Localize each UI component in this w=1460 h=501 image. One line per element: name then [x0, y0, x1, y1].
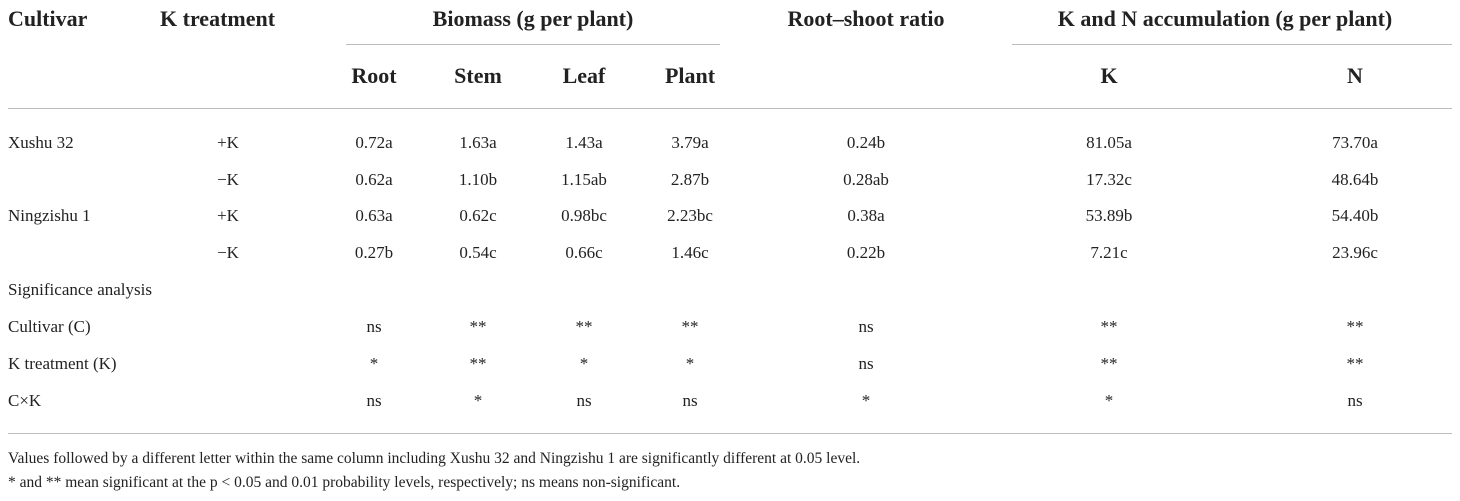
- cell-leaf: **: [575, 317, 593, 336]
- cell-stem: 0.54c: [459, 243, 497, 262]
- cell-k: 53.89b: [1085, 206, 1133, 225]
- cell-root: *: [369, 354, 379, 373]
- header-k-treatment: K treatment: [160, 6, 276, 31]
- cell-stem: 0.62c: [459, 206, 497, 225]
- cell-leaf: *: [579, 354, 589, 373]
- cell-ratio: 0.24b: [846, 133, 886, 152]
- footnote: Values followed by a different letter wi…: [8, 450, 861, 467]
- cell-cultivar: Xushu 32: [8, 133, 74, 152]
- cell-ratio: ns: [858, 354, 874, 373]
- cell-plant: ns: [682, 391, 698, 410]
- header-cultivar: Cultivar: [8, 6, 88, 31]
- cell-k: *: [1104, 391, 1114, 410]
- cell-plant: **: [681, 317, 699, 336]
- header-leaf: Leaf: [562, 63, 606, 88]
- cell-root: 0.62a: [355, 170, 393, 189]
- cell-treatment: −K: [217, 170, 239, 189]
- cell-root: 0.72a: [355, 133, 393, 152]
- cell-leaf: 0.98bc: [561, 206, 607, 225]
- cell-leaf: 1.43a: [565, 133, 603, 152]
- header-kn-accumulation-group: K and N accumulation (g per plant): [1057, 6, 1393, 31]
- cell-cultivar: Ningzishu 1: [8, 206, 91, 225]
- cell-n: 48.64b: [1331, 170, 1379, 189]
- cell-treatment: +K: [217, 206, 239, 225]
- header-root-shoot-ratio: Root–shoot ratio: [787, 6, 945, 31]
- cell-n: **: [1346, 354, 1364, 373]
- cell-n: 54.40b: [1331, 206, 1379, 225]
- cell-stem: 1.63a: [459, 133, 497, 152]
- cell-ratio: *: [861, 391, 871, 410]
- cell-stem: **: [469, 354, 487, 373]
- cell-n: ns: [1347, 391, 1363, 410]
- cell-factor: Cultivar (C): [8, 317, 91, 336]
- table-bottom-rule: [8, 433, 1452, 434]
- header-stem: Stem: [454, 63, 502, 88]
- cell-k: **: [1100, 317, 1118, 336]
- cell-leaf: ns: [576, 391, 592, 410]
- header-k: K: [1100, 63, 1118, 88]
- cell-plant: 2.87b: [670, 170, 710, 189]
- footnote: * and ** mean significant at the p < 0.0…: [8, 474, 681, 491]
- cell-plant: 3.79a: [671, 133, 709, 152]
- cell-treatment: +K: [217, 133, 239, 152]
- cell-stem: 1.10b: [458, 170, 498, 189]
- cell-k: 17.32c: [1086, 170, 1132, 189]
- header-n: N: [1347, 63, 1363, 88]
- cell-n: **: [1346, 317, 1364, 336]
- cell-plant: 1.46c: [671, 243, 709, 262]
- cell-k: 81.05a: [1086, 133, 1132, 152]
- cell-leaf: 1.15ab: [561, 170, 607, 189]
- header-root: Root: [351, 63, 397, 88]
- cell-ratio: 0.22b: [846, 243, 886, 262]
- cell-plant: 2.23bc: [667, 206, 713, 225]
- cell-ratio: 0.38a: [847, 206, 885, 225]
- cell-stem: *: [473, 391, 483, 410]
- header-plant: Plant: [664, 63, 716, 88]
- cell-leaf: 0.66c: [565, 243, 603, 262]
- header-biomass-group: Biomass (g per plant): [432, 6, 634, 31]
- cell-ratio: ns: [858, 317, 874, 336]
- significance-title: Significance analysis: [8, 280, 152, 299]
- cell-k: **: [1100, 354, 1118, 373]
- cell-factor: K treatment (K): [8, 354, 117, 373]
- biomass-group-rule: [346, 44, 720, 45]
- cell-root: ns: [366, 391, 382, 410]
- cell-stem: **: [469, 317, 487, 336]
- header-bottom-rule: [8, 108, 1452, 109]
- kn-group-rule: [1012, 44, 1452, 45]
- cell-k: 7.21c: [1090, 243, 1128, 262]
- cell-n: 23.96c: [1332, 243, 1378, 262]
- cell-plant: *: [685, 354, 695, 373]
- cell-root: 0.63a: [355, 206, 393, 225]
- cell-n: 73.70a: [1332, 133, 1378, 152]
- cell-root: ns: [366, 317, 382, 336]
- cell-root: 0.27b: [354, 243, 394, 262]
- cell-factor: C×K: [8, 391, 42, 410]
- cell-ratio: 0.28ab: [843, 170, 889, 189]
- cell-treatment: −K: [217, 243, 239, 262]
